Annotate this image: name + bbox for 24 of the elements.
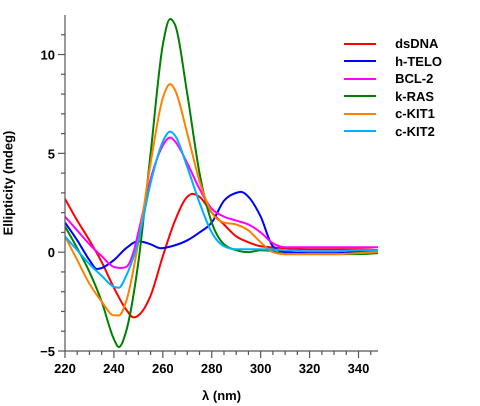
legend-label: c-KIT1 bbox=[395, 106, 435, 122]
legend-label: h-TELO bbox=[395, 54, 442, 69]
legend-label: k-RAS bbox=[395, 88, 434, 104]
legend-label: dsDNA bbox=[395, 36, 438, 52]
line-series bbox=[65, 18, 378, 348]
x-axis-title: λ (nm) bbox=[202, 388, 242, 403]
x-tick-label: 320 bbox=[298, 361, 320, 376]
y-tick-label: 5 bbox=[48, 146, 55, 162]
x-tick-label: 300 bbox=[250, 361, 272, 376]
line-series bbox=[65, 190, 378, 270]
y-tick-label: −5 bbox=[40, 344, 55, 359]
x-tick-label: 260 bbox=[152, 361, 174, 376]
y-axis-title: Ellipticity (mdeg) bbox=[0, 130, 16, 236]
y-tick-label: 10 bbox=[40, 48, 55, 63]
x-tick-label: 340 bbox=[348, 361, 370, 376]
legend-label: c-KIT2 bbox=[395, 124, 435, 139]
line-series bbox=[65, 130, 378, 289]
x-tick-label: 240 bbox=[103, 361, 125, 376]
x-tick-label: 280 bbox=[200, 361, 223, 376]
line-series bbox=[65, 83, 378, 316]
line-series bbox=[65, 136, 378, 269]
y-tick-label: 0 bbox=[48, 245, 55, 260]
legend-label: BCL-2 bbox=[395, 71, 434, 86]
x-tick-label: 220 bbox=[54, 361, 76, 376]
